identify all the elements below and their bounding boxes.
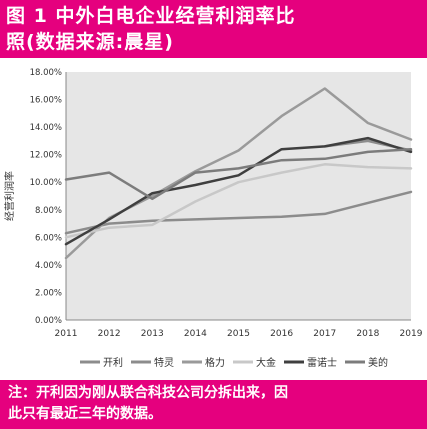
footnote: 注：开利因为刚从联合科技公司分拆出来，因 此只有最近三年的数据。	[0, 380, 427, 429]
series-line-5	[64, 147, 413, 201]
x-tick-label: 2012	[98, 329, 121, 339]
y-tick-label: 18.00%	[30, 68, 62, 78]
x-tick-label: 2011	[55, 329, 78, 339]
figure-title: 图 1 中外白电企业经营利润率比 照(数据来源:晨星)	[0, 0, 427, 58]
footnote-line1: 注：开利因为刚从联合科技公司分拆出来，因	[8, 385, 288, 401]
x-tick-label: 2017	[313, 329, 336, 339]
series-line-1	[64, 190, 413, 235]
x-tick-label: 2019	[400, 329, 423, 339]
y-axis-title: 经营利润率	[3, 171, 16, 221]
x-tick-label: 2016	[270, 329, 293, 339]
figure-title-line2: 照(数据来源:晨星)	[6, 31, 174, 53]
y-tick-label: 14.00%	[30, 123, 62, 133]
y-tick-label: 16.00%	[30, 96, 62, 106]
y-tick-label: 10.00%	[30, 178, 62, 188]
legend-label-2: 格力	[205, 356, 225, 369]
plot-area	[66, 72, 411, 320]
series-line-4	[64, 136, 413, 246]
x-tick-label: 2013	[141, 329, 164, 339]
figure-title-line1: 图 1 中外白电企业经营利润率比	[6, 5, 296, 27]
footnote-line2: 此只有最近三年的数据。	[8, 406, 162, 422]
legend-label-0: 开利	[103, 357, 123, 369]
legend-label-4: 雷诺士	[307, 356, 337, 369]
y-tick-label: 0.00%	[35, 316, 62, 326]
legend-label-5: 美的	[368, 356, 388, 369]
x-tick-label: 2014	[184, 329, 207, 339]
x-tick-label: 2015	[227, 329, 250, 339]
y-tick-label: 12.00%	[30, 151, 62, 161]
series-line-3	[64, 163, 413, 239]
y-tick-label: 4.00%	[35, 261, 62, 271]
line-chart: 0.00% 2.00% 4.00% 6.00% 8.00% 10.00% 12.00% 14.…	[3, 68, 423, 369]
y-tick-label: 2.00%	[35, 288, 62, 298]
y-tick-label: 8.00%	[35, 206, 62, 216]
x-tick-label: 2018	[356, 329, 379, 339]
legend-label-1: 特灵	[154, 357, 174, 369]
y-tick-label: 6.00%	[35, 233, 62, 243]
legend-label-3: 大金	[256, 356, 276, 369]
